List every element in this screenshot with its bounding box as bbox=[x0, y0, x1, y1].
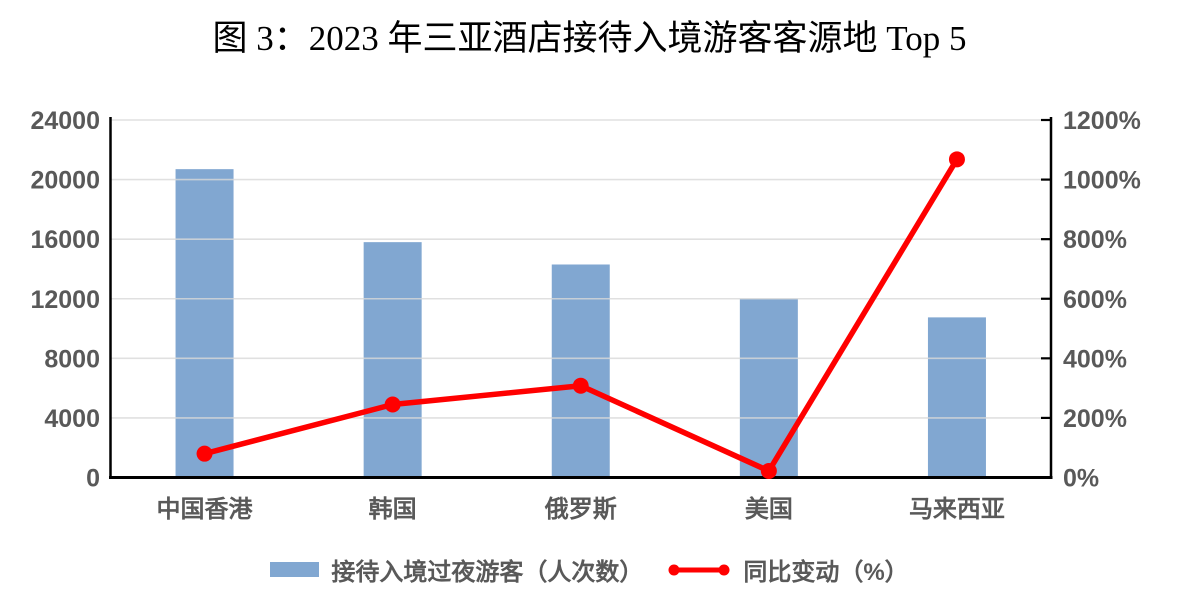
left-axis-tick-label: 16000 bbox=[30, 226, 100, 254]
bar-5 bbox=[927, 317, 986, 478]
category-label: 中国香港 bbox=[157, 496, 254, 523]
legend-bar-label: 接待入境过夜游客（人次数） bbox=[331, 559, 644, 586]
left-axis-tick-label: 8000 bbox=[44, 345, 100, 373]
legend-bar-swatch-icon bbox=[270, 562, 320, 577]
line-point-2 bbox=[384, 396, 401, 413]
chart-title: 图 3：2023 年三亚酒店接待入境游客客源地 Top 5 bbox=[212, 19, 967, 58]
right-axis-tick-label: 1200% bbox=[1063, 107, 1141, 135]
left-axis-tick-label: 12000 bbox=[30, 286, 100, 314]
legend-line-label: 同比变动（%） bbox=[743, 559, 909, 586]
chart-legend: 接待入境过夜游客（人次数） 同比变动（%） bbox=[0, 552, 1179, 587]
right-axis-tick-label: 1000% bbox=[1063, 167, 1141, 195]
left-axis-tick-label: 0 bbox=[86, 465, 100, 493]
left-axis-tick-label: 20000 bbox=[30, 167, 100, 195]
legend-line-dot bbox=[668, 564, 680, 575]
category-label: 美国 bbox=[745, 495, 793, 523]
category-label: 韩国 bbox=[369, 496, 417, 523]
legend-line-swatch-icon bbox=[668, 564, 730, 575]
left-axis-tick-label: 24000 bbox=[30, 107, 100, 135]
bar-4 bbox=[739, 298, 798, 478]
line-point-5 bbox=[948, 151, 965, 168]
category-label: 俄罗斯 bbox=[544, 496, 617, 523]
left-axis-tick-label: 4000 bbox=[44, 405, 100, 433]
line-point-4 bbox=[760, 462, 777, 479]
line-point-1 bbox=[196, 445, 213, 462]
category-label: 马来西亚 bbox=[909, 495, 1005, 523]
right-axis-tick-label: 800% bbox=[1063, 226, 1127, 254]
right-axis-tick-label: 400% bbox=[1063, 345, 1127, 373]
right-axis-tick-label: 0% bbox=[1063, 465, 1099, 493]
bar-1 bbox=[175, 169, 234, 478]
line-point-3 bbox=[572, 377, 589, 394]
right-axis-tick-label: 600% bbox=[1063, 286, 1127, 314]
bar-2 bbox=[363, 242, 422, 478]
bar-3 bbox=[551, 264, 610, 478]
right-axis-tick-label: 200% bbox=[1063, 405, 1127, 433]
legend-line-dot bbox=[718, 564, 730, 575]
